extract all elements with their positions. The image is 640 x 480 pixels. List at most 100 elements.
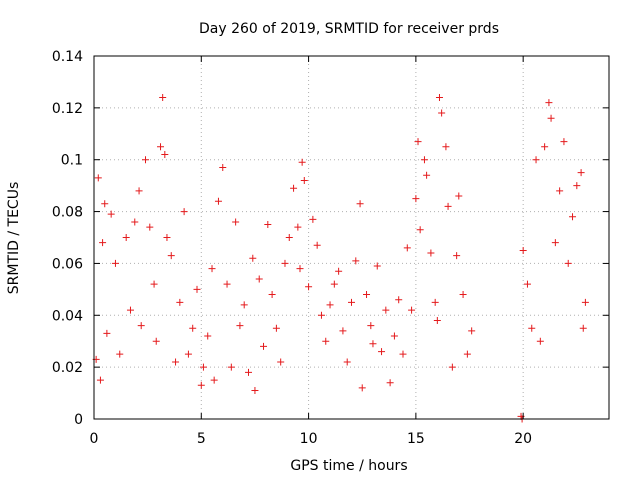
data-point xyxy=(369,340,377,348)
data-point xyxy=(146,223,154,231)
data-point xyxy=(330,280,338,288)
data-point xyxy=(157,143,165,151)
data-point xyxy=(373,262,381,270)
y-tick-label: 0.06 xyxy=(52,256,83,272)
data-point xyxy=(343,358,351,366)
data-point xyxy=(408,306,416,314)
data-point xyxy=(251,386,259,394)
data-point xyxy=(268,291,276,299)
data-point xyxy=(427,249,435,257)
tick-layer: 0 5 10 15 20 0 0.02 0.04 0.06 0.08 0.1 0.12 0.14 xyxy=(52,49,609,447)
data-point xyxy=(219,163,227,171)
x-axis-title: GPS time / hours xyxy=(290,458,407,474)
data-point xyxy=(309,215,317,223)
x-tick-label: 10 xyxy=(300,431,318,447)
data-point xyxy=(189,324,197,332)
data-point xyxy=(519,246,527,254)
plot-frame xyxy=(93,55,610,420)
data-point xyxy=(122,234,130,241)
data-point xyxy=(99,239,107,247)
data-point xyxy=(420,156,428,164)
data-point xyxy=(435,93,443,101)
x-tick-label: 0 xyxy=(90,431,99,447)
data-series xyxy=(92,93,589,423)
data-point xyxy=(541,143,549,151)
data-point xyxy=(227,363,235,371)
data-point xyxy=(416,226,424,234)
data-point xyxy=(403,244,411,252)
data-point xyxy=(313,241,321,249)
data-point xyxy=(137,322,145,330)
data-point xyxy=(317,311,325,319)
data-point xyxy=(367,322,375,330)
data-point xyxy=(322,337,330,345)
data-point xyxy=(285,234,293,241)
data-point xyxy=(249,254,257,262)
data-point xyxy=(197,381,205,389)
data-point xyxy=(152,337,160,345)
data-point xyxy=(412,195,420,203)
data-point xyxy=(348,298,355,306)
data-point xyxy=(455,192,463,200)
data-point xyxy=(356,200,364,208)
data-point xyxy=(208,265,216,273)
data-point xyxy=(260,342,268,350)
data-point xyxy=(163,234,171,241)
data-point xyxy=(296,265,304,273)
data-point xyxy=(545,99,553,107)
data-point xyxy=(386,379,394,387)
data-point xyxy=(94,174,102,182)
data-point xyxy=(326,301,334,309)
data-point xyxy=(264,221,272,229)
data-point xyxy=(459,291,467,299)
x-tick-label: 15 xyxy=(407,431,425,447)
data-point xyxy=(547,114,555,122)
data-point xyxy=(96,376,104,384)
data-point xyxy=(363,291,371,299)
data-point xyxy=(448,363,456,371)
data-point xyxy=(382,306,390,314)
data-point xyxy=(167,252,175,260)
data-point xyxy=(240,301,248,309)
y-tick-label: 0.08 xyxy=(52,205,83,221)
data-point xyxy=(378,348,386,356)
y-tick-label: 0.14 xyxy=(52,49,83,65)
data-point xyxy=(172,358,180,366)
data-point xyxy=(193,285,201,293)
data-point xyxy=(290,184,298,192)
data-point xyxy=(107,210,115,218)
data-point xyxy=(131,218,139,226)
x-tick-label: 5 xyxy=(197,431,206,447)
data-point xyxy=(431,298,439,306)
data-point xyxy=(298,158,306,166)
data-point xyxy=(433,316,441,324)
data-point xyxy=(358,384,366,392)
data-point xyxy=(176,298,184,306)
data-point xyxy=(111,259,119,267)
data-point xyxy=(255,275,263,283)
data-point xyxy=(573,182,581,190)
data-point xyxy=(523,280,531,288)
y-tick-label: 0.02 xyxy=(52,360,83,376)
data-point xyxy=(414,138,422,146)
data-point xyxy=(399,350,407,358)
grid-layer xyxy=(94,56,609,419)
data-point xyxy=(528,324,536,332)
data-point xyxy=(103,329,111,337)
data-point xyxy=(199,363,207,371)
data-point xyxy=(184,350,192,358)
data-point xyxy=(581,298,589,306)
data-point xyxy=(536,337,544,345)
data-point xyxy=(453,252,461,260)
data-point xyxy=(423,171,431,179)
data-point xyxy=(463,350,471,358)
data-point xyxy=(236,322,244,330)
data-point xyxy=(390,332,398,340)
data-point xyxy=(214,197,222,205)
data-point xyxy=(560,138,568,146)
data-point xyxy=(305,283,313,291)
data-point xyxy=(232,218,240,226)
data-point xyxy=(294,223,302,231)
data-point xyxy=(569,213,577,221)
